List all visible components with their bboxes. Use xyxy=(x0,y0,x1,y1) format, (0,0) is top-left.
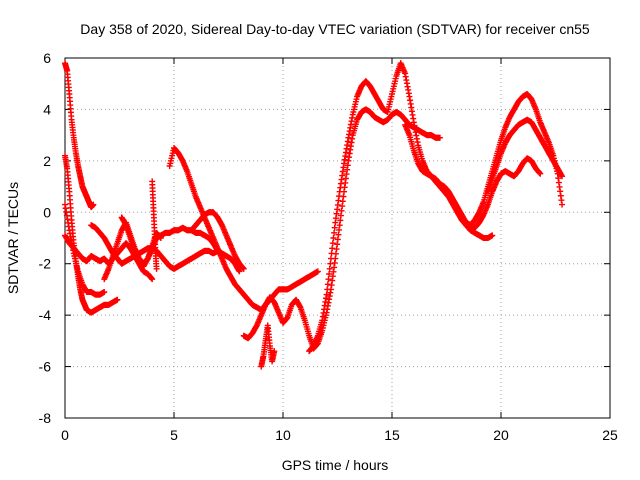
data-point xyxy=(271,348,278,355)
y-tick-label: -2 xyxy=(39,256,52,272)
data-point xyxy=(331,224,338,231)
data-point xyxy=(331,229,338,236)
y-tick-label: 0 xyxy=(43,204,51,220)
data-point xyxy=(90,201,97,208)
y-tick-label: -8 xyxy=(39,410,52,426)
data-point xyxy=(329,245,336,252)
data-point xyxy=(326,271,333,277)
data-point xyxy=(328,250,335,257)
data-series xyxy=(88,222,243,275)
y-tick-label: -6 xyxy=(39,359,52,375)
data-series xyxy=(306,60,496,355)
data-series xyxy=(188,209,247,272)
data-series xyxy=(240,106,443,352)
data-point xyxy=(101,289,108,295)
data-point xyxy=(537,170,544,177)
data-point xyxy=(324,286,331,293)
x-tick-label: 15 xyxy=(384,427,400,443)
x-tick-label: 0 xyxy=(61,427,69,443)
x-tick-label: 20 xyxy=(493,427,509,443)
data-point xyxy=(327,255,334,262)
data-series xyxy=(62,60,97,211)
chart-title: Day 358 of 2020, Sidereal Day-to-day VTE… xyxy=(80,21,590,37)
x-tick-label: 10 xyxy=(275,427,291,443)
data-point xyxy=(323,291,330,298)
data-point xyxy=(314,268,321,275)
data-points xyxy=(62,60,566,370)
y-tick-label: 6 xyxy=(43,50,51,66)
x-axis-label: GPS time / hours xyxy=(282,457,389,473)
data-point xyxy=(153,265,160,272)
data-series xyxy=(62,232,156,283)
y-tick-label: 2 xyxy=(43,153,51,169)
data-point xyxy=(324,281,331,288)
data-point xyxy=(559,201,566,208)
data-point xyxy=(436,134,443,141)
data-point xyxy=(559,173,566,180)
data-point xyxy=(149,276,156,283)
data-point xyxy=(327,260,334,267)
x-tick-label: 5 xyxy=(170,427,178,443)
data-point xyxy=(114,296,121,303)
data-point xyxy=(326,265,333,272)
data-point xyxy=(329,240,336,247)
y-tick-label: -4 xyxy=(39,307,52,323)
x-tick-label: 25 xyxy=(602,427,618,443)
y-tick-label: 4 xyxy=(43,101,51,117)
data-series xyxy=(62,201,108,298)
y-axis-label: SDTVAR / TECUs xyxy=(5,182,21,294)
data-series xyxy=(402,121,544,231)
data-series xyxy=(166,145,321,313)
data-series xyxy=(149,178,160,272)
data-point xyxy=(489,232,496,239)
axis-ticks: 0 5 10 15 20 25 -8 -6 -4 -2 0 2 4 6 xyxy=(39,50,618,443)
data-series xyxy=(484,116,566,195)
data-point xyxy=(240,265,247,272)
data-series xyxy=(118,214,164,270)
data-point xyxy=(157,235,164,241)
data-point xyxy=(330,235,337,241)
data-series xyxy=(258,322,278,370)
data-point xyxy=(325,276,332,283)
data-point xyxy=(236,268,243,275)
